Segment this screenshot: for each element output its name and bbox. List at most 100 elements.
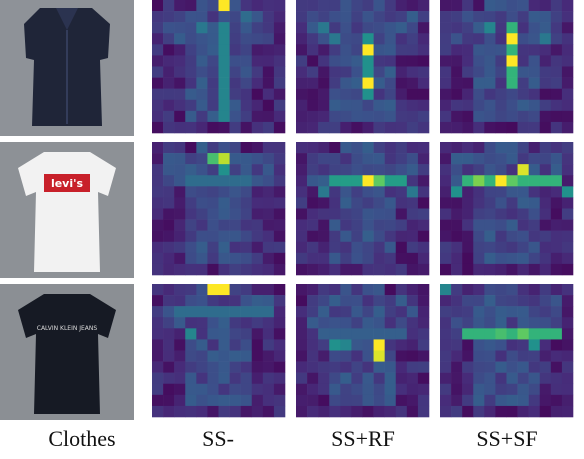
heatmap-cell	[561, 241, 574, 254]
heatmap-cell	[329, 0, 341, 12]
heatmap-cell	[196, 230, 208, 243]
heatmap-cell	[196, 44, 208, 56]
heatmap-cell	[185, 121, 197, 134]
heatmap-cell	[240, 33, 253, 45]
heatmap-cell	[517, 306, 529, 318]
heatmap-cell	[240, 153, 253, 165]
heatmap-cell	[351, 219, 363, 231]
heatmap-cell	[296, 208, 308, 220]
heatmap-cell	[207, 110, 219, 123]
heatmap-cell	[218, 219, 230, 231]
heatmap-cell	[218, 164, 230, 176]
heatmap-cell	[451, 219, 463, 231]
heatmap-cell	[417, 405, 430, 418]
heatmap-cell	[473, 11, 485, 23]
heatmap-cell	[273, 284, 286, 296]
heatmap-cell	[395, 339, 408, 351]
heatmap-cell	[473, 22, 485, 34]
heatmap-cell	[550, 295, 563, 307]
heatmap-cell	[229, 55, 241, 67]
heatmap-cell	[539, 394, 552, 407]
heatmap-cell	[318, 350, 330, 362]
heatmap-cell	[351, 350, 363, 362]
heatmap-cell	[207, 121, 219, 134]
heatmap-cell	[550, 11, 563, 23]
heatmap-cell	[262, 383, 275, 396]
heatmap-cell	[340, 372, 352, 385]
heatmap-cell	[307, 142, 319, 154]
heatmap-cell	[440, 306, 452, 318]
heatmap-cell	[384, 405, 397, 418]
heatmap-cell	[240, 350, 253, 362]
heatmap-cell	[406, 241, 419, 254]
heatmap-cell	[506, 317, 518, 329]
heatmap-cell	[273, 11, 286, 23]
heatmap-cell	[174, 44, 186, 56]
heatmap-cell	[528, 306, 541, 318]
heatmap-cell	[550, 252, 563, 265]
heatmap-cell	[473, 230, 485, 243]
heatmap-cell	[539, 22, 552, 34]
heatmap-cell	[351, 295, 363, 307]
heatmap-cell	[340, 317, 352, 329]
heatmap-cell	[307, 22, 319, 34]
heatmap-cell	[440, 164, 452, 176]
heatmap-cell	[296, 219, 308, 231]
heatmap-cell	[395, 0, 408, 12]
heatmap-cell	[340, 263, 352, 276]
heatmap-cell	[539, 175, 552, 187]
heatmap-cell	[373, 110, 385, 123]
heatmap-cell	[240, 394, 253, 407]
heatmap-cell	[395, 295, 408, 307]
heatmap-cell	[296, 328, 308, 340]
heatmap-cell	[240, 219, 253, 231]
heatmap-cell	[506, 339, 518, 351]
heatmap-cell	[307, 284, 319, 296]
heatmap-cell	[395, 11, 408, 23]
heatmap-cell	[318, 153, 330, 165]
heatmap-cell	[229, 66, 241, 78]
photo-tshirt-white: levi's	[0, 142, 134, 278]
heatmap-cell	[351, 361, 363, 373]
heatmap-cell	[528, 153, 541, 165]
heatmap-cell	[207, 219, 219, 231]
heatmap-cell	[528, 339, 541, 351]
heatmap-cell	[506, 0, 518, 12]
heatmap-cell	[240, 230, 253, 243]
heatmap-cell	[273, 230, 286, 243]
heatmap-cell	[240, 88, 253, 101]
heatmap-cell	[373, 219, 385, 231]
heatmap-cell	[561, 121, 574, 134]
heatmap-cell	[174, 186, 186, 198]
heatmap-cell	[451, 350, 463, 362]
heatmap-cell	[362, 241, 374, 254]
heatmap-cell	[152, 339, 164, 351]
heatmap-cell	[506, 153, 518, 165]
heatmap-cell	[251, 350, 264, 362]
heatmap-cell	[351, 99, 363, 112]
heatmap-cell	[417, 77, 430, 89]
heatmap-cell	[451, 306, 463, 318]
heatmap-cell	[528, 263, 541, 276]
heatmap-cell	[296, 88, 308, 101]
heatmap-cell	[406, 66, 419, 78]
heatmap-cell	[517, 55, 529, 67]
heatmap-cell	[351, 252, 363, 265]
heatmap-cell	[417, 110, 430, 123]
heatmap-cell	[185, 350, 197, 362]
heatmap-cell	[406, 77, 419, 89]
heatmap-cell	[517, 88, 529, 101]
heatmap-cell	[406, 263, 419, 276]
heatmap-cell	[384, 284, 397, 296]
heatmap-cell	[329, 350, 341, 362]
heatmap-cell	[262, 33, 275, 45]
heatmap-cell	[539, 77, 552, 89]
heatmap-cell	[152, 22, 164, 34]
heatmap-cell	[329, 164, 341, 176]
heatmap-cell	[307, 306, 319, 318]
heatmap-cell	[229, 33, 241, 45]
heatmap-cell	[484, 263, 496, 276]
heatmap-cell	[473, 317, 485, 329]
heatmap-cell	[395, 230, 408, 243]
heatmap-cell	[207, 77, 219, 89]
